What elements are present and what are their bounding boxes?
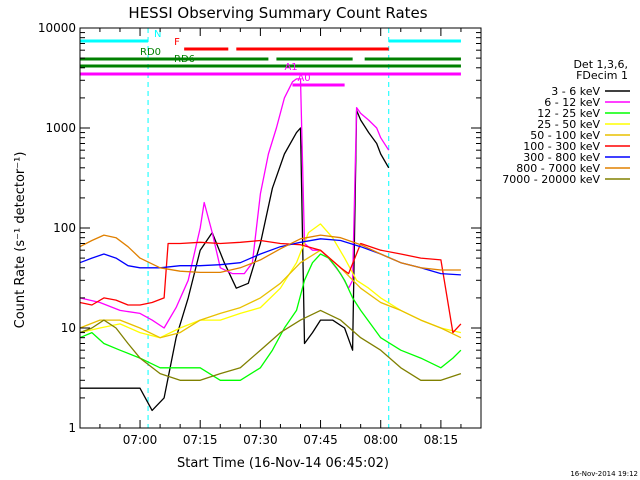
y-tick-label: 100 [53, 221, 76, 235]
x-tick-label: 07:15 [183, 433, 218, 447]
series-group [79, 78, 462, 412]
x-axis-label: Start Time (16-Nov-14 06:45:02) [177, 456, 389, 471]
series-line [79, 109, 390, 412]
legend-label: 100 - 300 keV [523, 140, 600, 153]
flag-n: N [79, 29, 461, 43]
flag-label: A1 [284, 62, 297, 73]
y-tick-label: 10 [61, 321, 76, 335]
x-tick-label: 08:00 [363, 433, 398, 447]
flag-label: RD6 [174, 54, 195, 65]
axes: 1 10 100 1000 10000 07:00 07:15 07:30 07:45 08:00… [38, 21, 482, 447]
series-line [79, 249, 462, 339]
legend-header-line-1: Det 1,3,6, [573, 58, 628, 71]
x-tick-label: 08:15 [424, 433, 459, 447]
legend-header-line-2: FDecim 1 [576, 69, 628, 82]
flag-label: N [154, 29, 161, 40]
legend-label: 3 - 6 keV [551, 85, 600, 98]
flag-label: F [174, 37, 180, 48]
y-tick-label: 1 [68, 421, 76, 435]
series-line [79, 78, 390, 329]
legend-label: 50 - 100 keV [530, 129, 600, 142]
flag-rd6: RD6 [79, 54, 461, 68]
legend-label: 12 - 25 keV [537, 107, 600, 120]
series-line [79, 309, 462, 381]
footer-timestamp: 16-Nov-2014 19:12 [570, 470, 638, 478]
y-tick-label: 1000 [45, 121, 76, 135]
chart-title: HESSI Observing Summary Count Rates [128, 4, 427, 22]
y-axis-label: Count Rate (s⁻¹ detector⁻¹) [13, 152, 28, 329]
x-tick-label: 07:45 [303, 433, 338, 447]
legend-label: 25 - 50 keV [537, 118, 600, 131]
legend-label: 300 - 800 keV [523, 151, 600, 164]
legend-label: 7000 - 20000 keV [502, 173, 600, 186]
series-line [79, 239, 462, 334]
legend-label: 800 - 7000 keV [516, 162, 600, 175]
flag-label: RD0 [140, 47, 161, 58]
legend-label: 6 - 12 keV [544, 96, 600, 109]
x-tick-label: 07:00 [123, 433, 158, 447]
series-line [79, 253, 462, 381]
flag-a1: A1 [79, 62, 461, 76]
flag-f: F [174, 37, 389, 51]
series-line [79, 223, 462, 339]
flag-rd0: RD0 [79, 47, 461, 61]
series-line [79, 234, 461, 274]
x-tick-label: 07:30 [243, 433, 278, 447]
y-tick-label: 10000 [38, 21, 76, 35]
flag-label: A0 [297, 73, 310, 84]
